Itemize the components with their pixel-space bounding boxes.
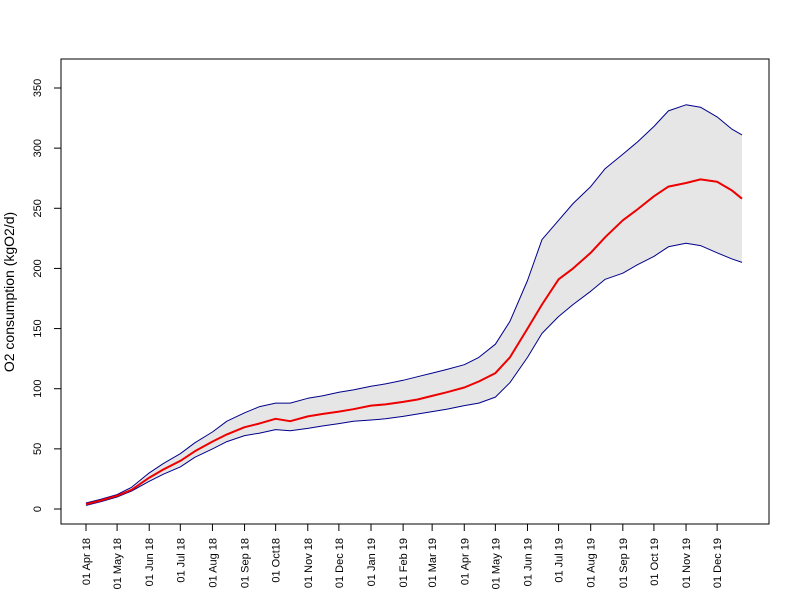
x-tick-label: 01 Mar 19 [427,538,439,588]
x-tick-label: 01 Apr 18 [81,538,93,585]
series-lines-layer [85,104,743,506]
y-tick-label: 0 [32,506,44,512]
plot-frame [60,58,770,525]
y-axis-label: O2 consumption (kgO2/d) [1,212,17,372]
x-tick-label: 01 Nov 18 [303,538,315,588]
confidence-band-layer [86,104,742,506]
series-line-lower [85,242,743,506]
x-tick-label: 01 Jun 19 [522,538,534,586]
y-tick-label: 250 [32,199,44,217]
confidence-band [86,104,742,506]
x-tick-label: 01 Dec 19 [712,538,724,588]
y-tick-label: 150 [32,319,44,337]
x-tick-label: 01 May 18 [112,538,124,589]
series-line-mean [85,178,743,506]
x-tick-label: 01 Feb 19 [398,538,410,588]
x-tick-label: 01 May 19 [490,538,502,589]
x-tick-label: 01 Sep 18 [240,538,252,588]
x-tick-label: 01 Nov 19 [681,538,693,588]
series-line-upper [85,104,743,504]
x-tick-label: 01 Jul 18 [175,538,187,583]
y-tick-label: 350 [32,79,44,97]
x-tick-label: 01 Jan 19 [366,538,378,586]
y-axis: 0 50 100 150 200 250 300 350 [32,79,61,512]
x-tick-label: 01 Oct 19 [649,538,661,586]
y-tick-label: 50 [32,443,44,455]
x-tick-label: 01 Jun 18 [144,538,156,586]
x-tick-label: 01 Sep 19 [618,538,630,588]
x-tick-label: 01 Apr 19 [459,538,471,585]
x-tick-label: 01 Dec 18 [334,538,346,588]
x-tick-label: 01 Jul 19 [554,538,566,583]
y-tick-label: 200 [32,259,44,277]
x-tick-label: 01 Oct18 [271,538,283,583]
x-tick-label: 01 Aug 19 [586,538,598,588]
x-tick-label: 01 Aug 18 [207,538,219,588]
y-tick-label: 100 [32,380,44,398]
x-axis: 01 Apr 18 01 May 18 01 Jun 18 01 Jul 18 01 A… [81,524,724,589]
y-tick-label: 300 [32,139,44,157]
